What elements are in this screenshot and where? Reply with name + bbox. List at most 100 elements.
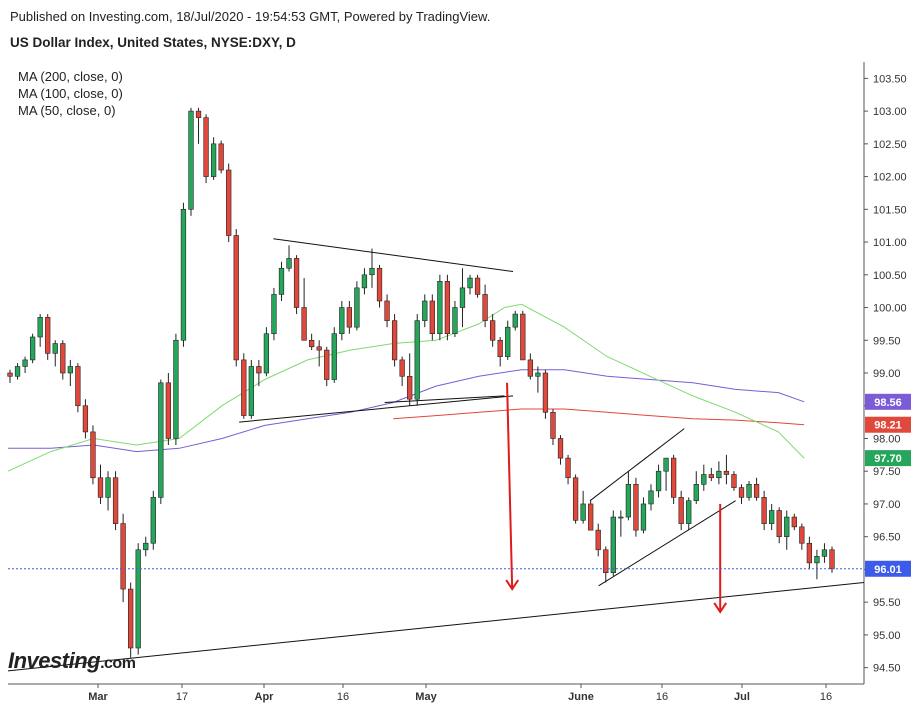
- candle: [210, 137, 217, 180]
- candle-body: [301, 307, 307, 341]
- candle-body: [120, 523, 126, 590]
- candle: [60, 340, 66, 380]
- candle: [37, 314, 43, 347]
- candle: [474, 274, 481, 298]
- candle-body: [746, 484, 752, 498]
- candle: [29, 333, 36, 364]
- candle: [414, 314, 420, 406]
- candle: [14, 363, 21, 380]
- candle: [557, 435, 564, 465]
- x-tick-label: 16: [656, 691, 668, 703]
- x-tick-label: 17: [176, 691, 188, 703]
- candle: [384, 294, 390, 328]
- candle: [640, 497, 647, 534]
- candle: [497, 336, 503, 367]
- candle: [248, 359, 254, 419]
- candle: [354, 281, 360, 331]
- candles: [7, 107, 835, 658]
- candle-body: [618, 516, 624, 519]
- candle: [195, 107, 202, 144]
- candle: [233, 228, 239, 367]
- candle: [120, 513, 126, 603]
- candle: [188, 107, 194, 216]
- candle: [112, 471, 119, 531]
- candle-body: [105, 477, 111, 498]
- y-tick-label: 97.50: [873, 466, 901, 478]
- candle: [746, 481, 752, 501]
- candle-body: [829, 549, 835, 570]
- candle: [550, 409, 556, 446]
- candle-body: [723, 470, 730, 475]
- candle: [603, 546, 609, 583]
- legend-ma200: MA (200, close, 0): [18, 69, 123, 84]
- candle-body: [437, 281, 443, 335]
- candle: [256, 359, 262, 387]
- candle: [648, 484, 654, 511]
- y-tick-label: 103.00: [873, 106, 907, 118]
- x-tick-label: 16: [820, 691, 832, 703]
- candle-body: [339, 307, 345, 335]
- candle-body: [263, 333, 270, 374]
- candle: [723, 454, 730, 485]
- candle-body: [467, 277, 473, 289]
- candle-body: [158, 382, 164, 498]
- candle: [90, 425, 96, 485]
- candle-body: [769, 510, 775, 524]
- candle-body: [376, 267, 383, 302]
- candle: [203, 114, 209, 184]
- candle: [286, 245, 292, 272]
- candle-body: [286, 258, 292, 269]
- candle-body: [648, 490, 654, 505]
- trendline: [239, 395, 514, 423]
- candle: [610, 510, 616, 576]
- candle: [271, 287, 277, 341]
- candle-body: [474, 277, 481, 295]
- candle: [701, 464, 707, 491]
- candle: [799, 523, 805, 550]
- y-tick-label: 95.00: [873, 630, 901, 642]
- candle: [595, 523, 601, 557]
- candle-body: [37, 317, 43, 338]
- candle-body: [407, 375, 413, 400]
- candle: [670, 454, 677, 504]
- candle-body: [324, 349, 330, 380]
- candle-body: [143, 542, 149, 551]
- candle-body: [505, 326, 511, 357]
- candle-body: [384, 300, 390, 321]
- candle-body: [414, 320, 420, 400]
- candle-body: [753, 484, 760, 498]
- candle-body: [821, 549, 828, 557]
- candle: [143, 536, 149, 557]
- candle-body: [203, 117, 209, 177]
- candle: [708, 467, 714, 482]
- candle-body: [761, 497, 767, 524]
- candle-body: [550, 411, 556, 439]
- candle: [22, 356, 28, 373]
- candle-body: [429, 300, 435, 335]
- candle: [263, 327, 270, 377]
- candle: [633, 477, 639, 537]
- candle-body: [716, 470, 722, 479]
- down-arrow-head: [505, 579, 520, 591]
- candle: [693, 471, 699, 504]
- candle-body: [535, 372, 541, 377]
- annotations: [7, 238, 865, 672]
- candle: [7, 369, 13, 383]
- y-tick-label: 101.00: [873, 237, 907, 249]
- price-badge: [865, 450, 911, 467]
- candle: [135, 543, 141, 655]
- candle: [150, 490, 156, 550]
- candle-body: [52, 343, 58, 354]
- candle-body: [391, 320, 398, 361]
- candle: [301, 278, 307, 341]
- candle-body: [128, 588, 134, 649]
- candle: [429, 294, 435, 341]
- candle: [678, 490, 684, 531]
- candle: [618, 510, 624, 537]
- candle-body: [218, 143, 224, 171]
- candle: [572, 474, 579, 524]
- candle: [67, 359, 73, 387]
- candle-body: [29, 336, 36, 361]
- x-tick-label: Jul: [734, 691, 750, 703]
